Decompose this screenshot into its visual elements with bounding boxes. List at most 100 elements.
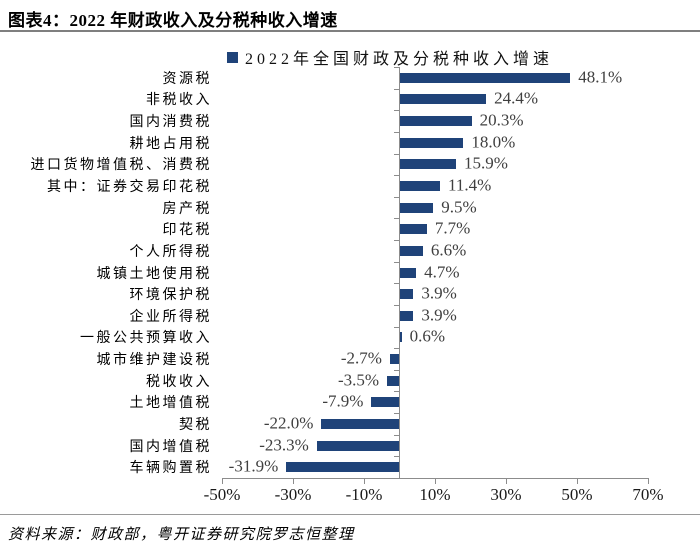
value-label: -23.3% bbox=[259, 435, 309, 455]
value-label: 11.4% bbox=[447, 175, 492, 195]
category-label: 税收收入 bbox=[146, 374, 212, 390]
category-label: 国内消费税 bbox=[129, 115, 212, 131]
bar bbox=[387, 375, 400, 386]
value-label: 20.3% bbox=[479, 110, 524, 130]
value-label: 15.9% bbox=[463, 153, 508, 173]
category-axis-tick bbox=[394, 110, 399, 112]
bar bbox=[399, 159, 456, 170]
category-axis-tick bbox=[394, 434, 399, 436]
x-tick-label: 70% bbox=[632, 485, 664, 504]
bar bbox=[399, 224, 427, 235]
value-label: 4.7% bbox=[424, 262, 460, 282]
bar bbox=[316, 440, 400, 451]
category-axis-tick bbox=[394, 67, 399, 68]
category-axis-tick bbox=[394, 153, 399, 155]
bar bbox=[286, 462, 400, 473]
category-label: 进口货物增值税、消费税 bbox=[30, 158, 212, 174]
bar bbox=[399, 202, 434, 213]
category-axis-tick bbox=[394, 348, 399, 350]
value-axis-tick bbox=[505, 478, 507, 484]
value-label: 0.6% bbox=[409, 326, 446, 346]
category-axis-tick bbox=[394, 240, 399, 242]
category-axis-tick bbox=[394, 304, 399, 306]
value-label: 9.5% bbox=[441, 197, 477, 217]
value-label: -22.0% bbox=[263, 413, 314, 433]
category-axis-tick bbox=[394, 326, 399, 328]
category-axis-line bbox=[399, 67, 400, 479]
category-axis-tick bbox=[394, 196, 399, 198]
value-label: -3.5% bbox=[337, 370, 380, 390]
category-label: 资源税 bbox=[162, 71, 212, 87]
category-label: 契税 bbox=[179, 417, 212, 433]
value-axis-tick bbox=[221, 478, 223, 484]
value-label: 7.7% bbox=[434, 218, 471, 238]
bar bbox=[321, 418, 400, 429]
category-label: 国内增值税 bbox=[129, 439, 212, 455]
category-label: 环境保护税 bbox=[129, 288, 212, 304]
bar bbox=[399, 332, 402, 343]
value-axis-tick bbox=[363, 478, 365, 484]
value-label: 3.9% bbox=[421, 305, 457, 325]
value-label: 24.4% bbox=[494, 89, 539, 109]
value-axis-tick bbox=[576, 478, 578, 484]
bar bbox=[399, 94, 487, 105]
category-label: 非税收入 bbox=[146, 93, 212, 109]
value-label: -7.9% bbox=[322, 391, 364, 411]
category-axis-tick bbox=[394, 131, 399, 133]
category-label: 房产税 bbox=[162, 201, 212, 217]
value-label: -2.7% bbox=[340, 348, 382, 368]
bar bbox=[399, 310, 414, 321]
footer-divider bbox=[0, 514, 700, 515]
category-label: 其中：证券交易印花税 bbox=[47, 179, 212, 195]
category-label: 城市维护建设税 bbox=[96, 353, 212, 369]
category-label: 耕地占用税 bbox=[129, 136, 212, 152]
category-label: 一般公共预算收入 bbox=[80, 331, 212, 347]
value-label: 6.6% bbox=[430, 240, 467, 260]
bar bbox=[399, 72, 571, 83]
value-label: 48.1% bbox=[578, 67, 623, 87]
category-axis-tick bbox=[394, 261, 399, 263]
bar bbox=[399, 245, 423, 256]
bar bbox=[371, 397, 400, 408]
x-tick-label: -10% bbox=[345, 485, 383, 504]
bar bbox=[399, 137, 464, 148]
value-axis-tick bbox=[292, 478, 294, 484]
x-tick-label: 10% bbox=[419, 485, 451, 504]
category-axis-tick bbox=[394, 391, 399, 393]
x-tick-label: 30% bbox=[490, 485, 522, 504]
bar bbox=[389, 354, 400, 365]
bar bbox=[399, 289, 414, 300]
bar bbox=[399, 116, 472, 127]
bar bbox=[399, 267, 417, 278]
title-divider bbox=[0, 30, 700, 32]
x-tick-label: -50% bbox=[203, 485, 241, 504]
category-axis-tick bbox=[394, 369, 399, 371]
source-note: 资料来源：财政部，粤开证券研究院罗志恒整理 bbox=[8, 527, 355, 543]
category-axis-tick bbox=[394, 175, 399, 177]
value-label: 3.9% bbox=[421, 283, 457, 303]
category-label: 城镇土地使用税 bbox=[96, 266, 212, 282]
x-tick-label: 50% bbox=[561, 485, 593, 504]
category-label: 企业所得税 bbox=[129, 309, 212, 325]
category-label: 印花税 bbox=[162, 223, 212, 239]
value-label: -31.9% bbox=[228, 456, 279, 476]
legend-label: 2022年全国财政及分税种收入增速 bbox=[244, 51, 554, 68]
value-axis-tick bbox=[434, 478, 436, 484]
legend-marker-icon bbox=[226, 51, 238, 63]
category-label: 车辆购置税 bbox=[129, 461, 212, 477]
x-tick-label: -30% bbox=[274, 485, 312, 504]
category-label: 土地增值税 bbox=[129, 396, 212, 412]
category-axis-tick bbox=[394, 88, 399, 90]
category-axis-tick bbox=[394, 218, 399, 220]
category-axis-tick bbox=[394, 413, 399, 415]
value-axis-tick bbox=[647, 478, 649, 484]
category-axis-tick bbox=[394, 283, 399, 285]
figure-title: 图表4：2022 年财政收入及分税种收入增速 bbox=[8, 11, 338, 30]
bar bbox=[399, 180, 440, 191]
value-label: 18.0% bbox=[471, 132, 516, 152]
category-axis-tick bbox=[394, 456, 399, 458]
chart-legend: 2022年全国财政及分税种收入增速 bbox=[226, 45, 554, 69]
category-label: 个人所得税 bbox=[129, 244, 212, 260]
